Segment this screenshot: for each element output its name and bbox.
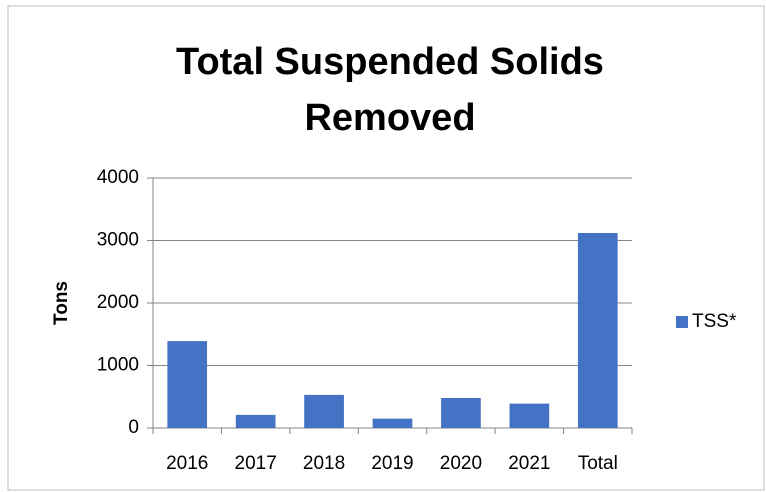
y-axis-label: Tons [51,281,72,325]
x-tick-label: 2021 [508,453,550,474]
legend-label: TSS* [692,311,737,332]
x-tick-label: Total [578,453,618,474]
bar [441,398,481,428]
x-tick-label: 2018 [303,453,345,474]
bar [509,403,550,428]
chart-title: Total Suspended Solids Removed [176,41,604,139]
y-tick-label: 0 [128,417,139,438]
x-tick-label: 2019 [371,453,413,474]
bar [304,394,344,428]
chart-border [7,5,765,491]
y-tick-label: 4000 [97,167,139,188]
bar [372,418,413,428]
y-tick-label: 2000 [97,292,139,313]
bar [167,341,208,428]
y-tick-label: 1000 [97,355,139,376]
x-tick-label: 2016 [166,453,208,474]
x-tick-label: 2017 [235,453,277,474]
y-tick-label: 3000 [97,230,139,251]
legend-swatch [676,316,688,328]
x-tick-label: 2020 [440,453,482,474]
bar [577,233,618,428]
bar [235,414,276,428]
